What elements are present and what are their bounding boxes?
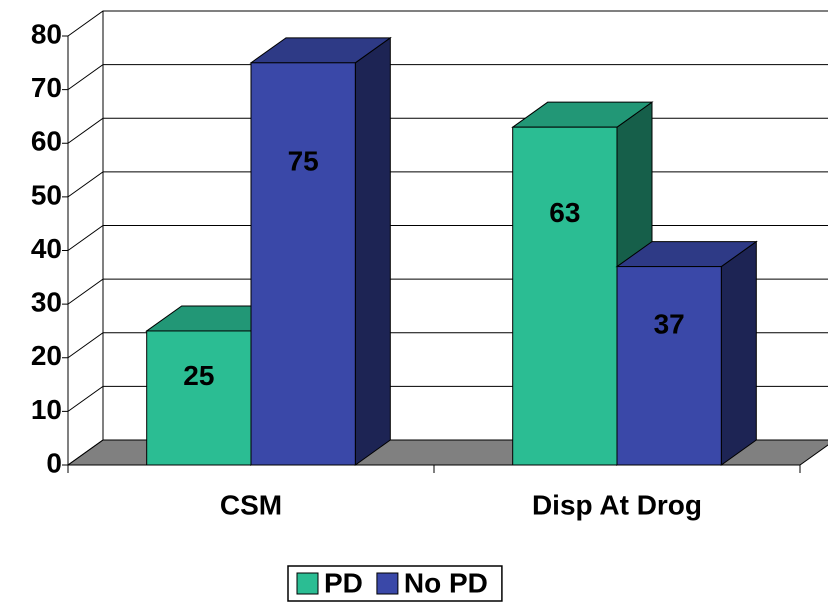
y-tick-label: 20 [31,340,62,371]
data-label: 63 [549,197,580,228]
data-label: 75 [288,146,319,177]
grid-line [67,64,828,91]
y-tick-label: 60 [31,126,62,157]
bar [512,126,618,466]
legend-label: PD [324,567,363,598]
y-tick-label: 30 [31,287,62,318]
legend-swatch [296,572,319,595]
bar-side [720,240,757,466]
grid-line [67,171,828,198]
bar [146,330,252,466]
y-tick-label: 40 [31,233,62,264]
bar [250,62,356,466]
grid-line [67,117,828,144]
legend-swatch [376,572,399,595]
y-tick-label: 10 [31,394,62,425]
y-tick-label: 50 [31,179,62,210]
legend-label: No PD [404,567,488,598]
x-tick-label: Disp At Drog [532,489,702,520]
bar-side [354,36,391,466]
bar [616,266,722,466]
data-label: 37 [654,309,685,340]
y-tick-label: 70 [31,72,62,103]
y-tick-label: 80 [31,18,62,49]
y-tick-label: 0 [46,447,62,478]
x-tick-label: CSM [220,489,282,520]
data-label: 25 [183,360,214,391]
grid-line [67,10,828,37]
